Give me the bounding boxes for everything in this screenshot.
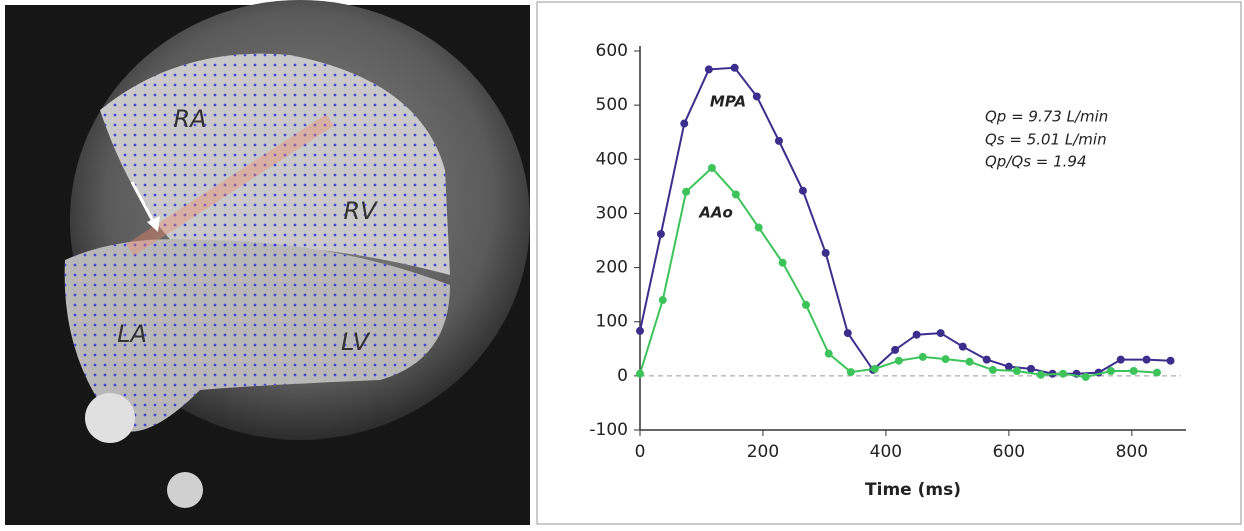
x-tick-label: 200 (747, 442, 779, 462)
annotation: MPA (710, 93, 746, 111)
chamber-label: RV (343, 197, 378, 225)
y-tick-label: 0 (617, 366, 628, 386)
chamber-label: RA (173, 105, 206, 133)
annotation: Qp/Qs = 1.94 (985, 153, 1087, 171)
data-point (918, 352, 927, 361)
x-tick-label: 600 (993, 442, 1025, 462)
data-point (1106, 366, 1115, 375)
y-tick-label: 400 (596, 149, 628, 169)
data-point (912, 330, 921, 339)
data-point (658, 296, 667, 305)
data-point (1142, 355, 1151, 364)
data-point (778, 258, 787, 267)
data-point (965, 357, 974, 366)
data-point (774, 136, 783, 145)
data-point (680, 119, 689, 128)
data-point (1004, 362, 1013, 371)
data-point (891, 345, 900, 354)
aorta (85, 393, 135, 443)
data-point (982, 355, 991, 364)
data-point (1081, 372, 1090, 381)
y-tick-label: 200 (596, 258, 628, 278)
data-point (1116, 355, 1125, 364)
chamber-label: LA (117, 320, 147, 348)
y-tick-label: 100 (596, 312, 628, 332)
y-tick-label: 300 (596, 203, 628, 223)
data-point (870, 364, 879, 373)
data-point (1129, 366, 1138, 375)
data-point (731, 190, 740, 199)
data-point (1166, 356, 1175, 365)
y-tick-label: 600 (596, 41, 628, 61)
x-tick-label: 800 (1116, 442, 1148, 462)
arrow (130, 181, 157, 226)
data-point (801, 300, 810, 309)
data-point (798, 186, 807, 195)
annotation: Qs = 5.01 L/min (985, 131, 1107, 149)
data-point (843, 329, 852, 338)
arrow-head (147, 216, 160, 232)
data-point (752, 92, 761, 101)
data-point (1026, 364, 1035, 373)
data-point (824, 349, 833, 358)
y-tick-label: 500 (596, 95, 628, 115)
data-point (704, 65, 713, 74)
data-point (1153, 368, 1162, 377)
annotation: AAo (698, 204, 733, 222)
data-point (636, 369, 644, 378)
velocity-grid (100, 53, 450, 275)
data-point (754, 223, 763, 232)
velocity-grid (64, 239, 450, 432)
data-point (941, 355, 950, 364)
data-point (894, 356, 903, 365)
data-point (846, 368, 855, 377)
data-point (1012, 366, 1021, 375)
vessel (167, 472, 203, 508)
shunt-flow (126, 114, 334, 256)
data-point (636, 326, 644, 335)
data-point (988, 365, 997, 374)
annotation: Qp = 9.73 L/min (985, 108, 1108, 126)
data-point (1036, 370, 1045, 379)
data-point (707, 163, 716, 172)
data-point (1058, 369, 1067, 378)
data-point (958, 342, 967, 351)
data-point (656, 230, 665, 239)
data-point (682, 187, 691, 196)
data-point (936, 329, 945, 338)
mri-image: RA RV LA LV (5, 0, 530, 525)
data-point (821, 248, 830, 257)
x-axis-label: Time (ms) (865, 480, 961, 500)
y-tick-label: -100 (589, 420, 628, 440)
chamber-label: LV (341, 328, 371, 356)
x-tick-label: 0 (635, 442, 646, 462)
x-tick-label: 400 (870, 442, 902, 462)
data-point (730, 63, 739, 72)
